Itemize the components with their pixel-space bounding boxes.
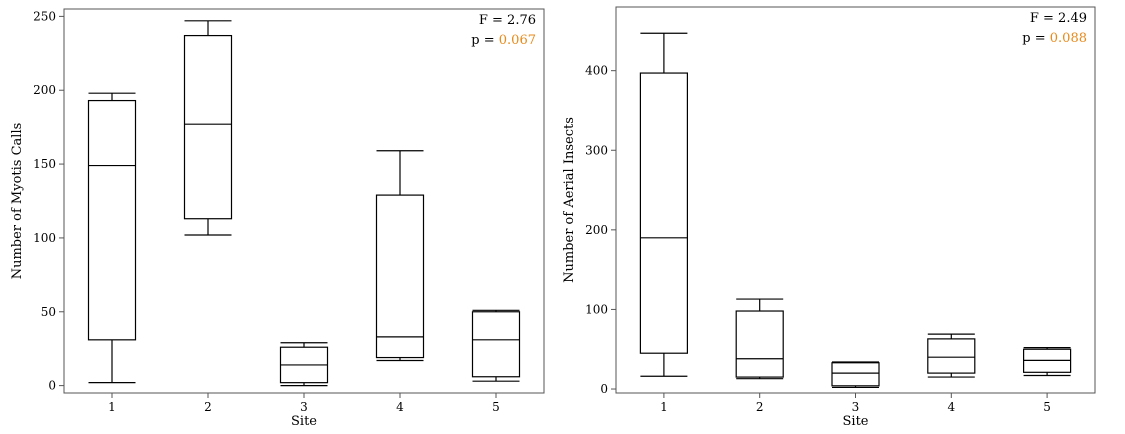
- y-axis-title: Number of Aerial Insects: [562, 117, 577, 283]
- y-tick-label: 0: [48, 379, 56, 393]
- iqr-box: [831, 362, 880, 387]
- box-site-2: [183, 20, 233, 236]
- x-tick-label: 4: [396, 400, 404, 414]
- y-tick-label: 150: [33, 157, 56, 171]
- box-site-1: [639, 32, 689, 377]
- y-tick-label: 400: [585, 64, 608, 78]
- f-statistic: F = 2.76: [479, 13, 536, 28]
- x-tick-label: 1: [108, 400, 116, 414]
- iqr-box: [927, 338, 976, 374]
- y-tick-label: 300: [585, 143, 608, 157]
- iqr-box: [735, 310, 784, 378]
- p-value: 0.088: [1050, 31, 1087, 46]
- y-tick-label: 200: [33, 83, 56, 97]
- y-tick-label: 0: [600, 382, 608, 396]
- p-label: p =: [1022, 31, 1049, 46]
- iqr-box: [471, 311, 521, 378]
- x-axis-title: Site: [843, 414, 869, 429]
- chart-1: 0 50 100 150 200 250 1 2 3 4 5 Site Number of Myotis…: [10, 8, 545, 429]
- y-tick-label: 50: [41, 305, 56, 319]
- f-statistic: F = 2.49: [1030, 11, 1087, 26]
- box-site-2: [735, 298, 784, 380]
- p-label: p =: [471, 33, 498, 48]
- x-tick-label: 3: [300, 400, 308, 414]
- y-tick-label: 100: [33, 231, 56, 245]
- iqr-box: [375, 194, 425, 359]
- box-site-4: [927, 333, 976, 378]
- x-axis-title: Site: [291, 414, 317, 429]
- y-tick-label: 100: [585, 302, 608, 316]
- x-tick-label: 2: [204, 400, 212, 414]
- box-site-1: [87, 92, 137, 384]
- y-tick-label: 200: [585, 223, 608, 237]
- x-tick-label: 3: [852, 400, 860, 414]
- box-site-5: [471, 309, 521, 382]
- iqr-box: [183, 34, 233, 220]
- iqr-box: [639, 72, 689, 354]
- y-tick-label: 250: [33, 9, 56, 23]
- x-tick-label: 5: [1043, 400, 1051, 414]
- box-site-5: [1022, 347, 1072, 377]
- box-site-3: [831, 361, 880, 389]
- chart-2: 0 100 200 300 400 1 2 3 4 5 Site Number of Aerial I…: [562, 6, 1096, 429]
- x-tick-label: 2: [756, 400, 764, 414]
- iqr-box: [87, 99, 137, 341]
- x-tick-label: 1: [660, 400, 668, 414]
- p-value: 0.067: [499, 33, 536, 48]
- x-tick-label: 5: [492, 400, 500, 414]
- y-axis-title: Number of Myotis Calls: [10, 123, 25, 280]
- x-tick-label: 4: [947, 400, 955, 414]
- p-statistic: p = 0.067: [471, 33, 536, 48]
- box-site-4: [375, 150, 425, 362]
- box-site-3: [279, 342, 329, 387]
- p-statistic: p = 0.088: [1022, 31, 1087, 46]
